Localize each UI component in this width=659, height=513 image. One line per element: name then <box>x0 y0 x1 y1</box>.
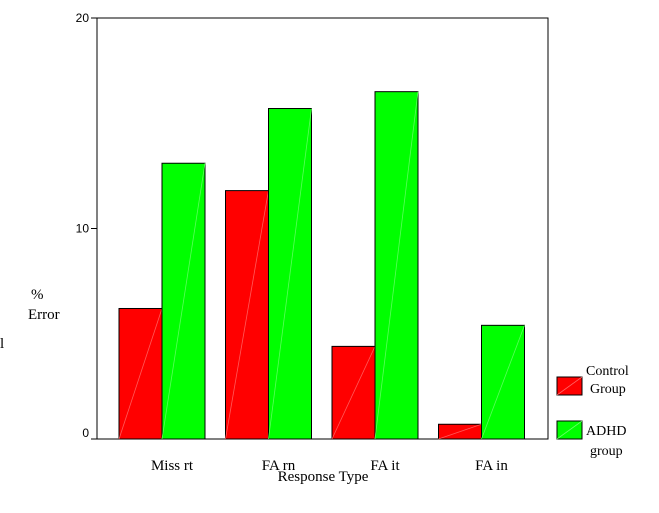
bar-hatch <box>268 108 312 440</box>
x-ticks: Miss rt FA rn FA it FA in <box>151 458 508 474</box>
x-tick-label: Miss rt <box>151 458 194 474</box>
legend: Control Group ADHD group <box>556 364 629 459</box>
bar-hatch <box>374 91 419 440</box>
bars <box>118 91 525 440</box>
bar-hatch <box>118 308 163 440</box>
y-tick-label: 10 <box>76 222 90 236</box>
legend-swatch-control-hatch <box>556 376 583 396</box>
bar-hatch <box>161 163 206 440</box>
y-tick-label: 20 <box>76 11 90 25</box>
y-axis-label-line1: % <box>31 287 44 303</box>
legend-label-adhd-line1: ADHD <box>586 424 626 439</box>
y-axis-label-line2: Error <box>28 307 60 323</box>
y-ticks: 0 10 20 <box>76 11 97 440</box>
legend-label-control-line1: Control <box>586 364 629 379</box>
legend-label-control-line2: Group <box>590 382 626 397</box>
x-tick-label: FA it <box>370 458 400 474</box>
x-axis-label: Response Type <box>278 469 369 485</box>
bar-hatch <box>438 423 482 440</box>
y-tick-label: 0 <box>82 426 89 440</box>
x-tick-label: FA rn <box>262 458 296 474</box>
bar-hatch <box>481 325 525 440</box>
bar-hatch <box>225 190 269 440</box>
bar-hatch <box>331 346 376 440</box>
x-tick-label: FA in <box>475 458 508 474</box>
stray-mark: l <box>0 336 4 352</box>
legend-label-adhd-line2: group <box>590 444 623 459</box>
legend-swatch-adhd-hatch <box>556 420 583 440</box>
